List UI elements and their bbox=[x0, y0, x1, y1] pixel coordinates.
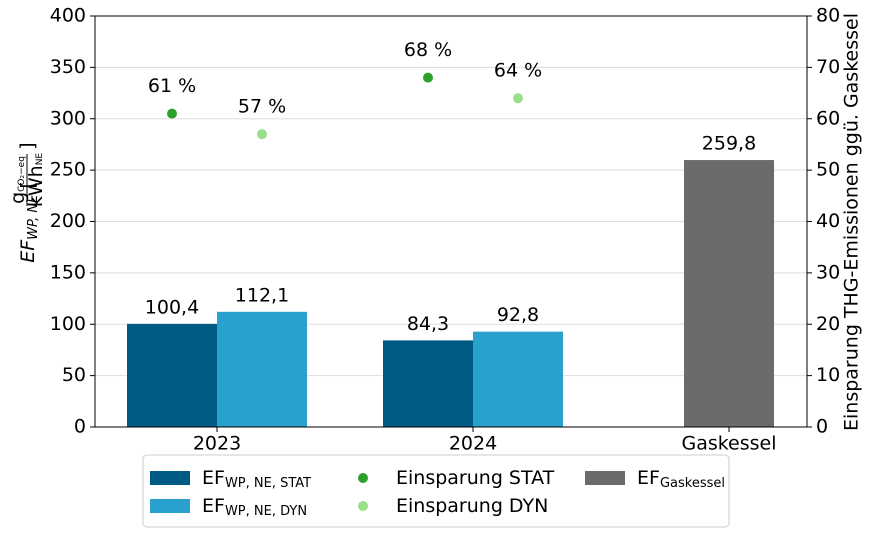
bar bbox=[127, 323, 217, 427]
x-tick-label: 2023 bbox=[193, 433, 241, 455]
legend-subscript: Gaskessel bbox=[660, 476, 725, 491]
point-value-label: 68 % bbox=[404, 39, 452, 61]
bar-value-label: 259,8 bbox=[702, 133, 756, 155]
legend-name: EF bbox=[202, 495, 225, 517]
y-label-text: EFWP, NE [ bbox=[17, 181, 41, 263]
bar-value-label: 112,1 bbox=[235, 284, 289, 306]
legend-name: EF bbox=[637, 467, 660, 489]
bar-value-label: 92,8 bbox=[497, 304, 539, 326]
y-tick-label: 100 bbox=[50, 313, 86, 335]
legend-label: EFWP, NE, DYN bbox=[202, 495, 307, 519]
unit-den: kWhNE bbox=[25, 153, 47, 208]
bar-value-label: 84,3 bbox=[407, 313, 449, 335]
legend-subscript: WP, NE, DYN bbox=[225, 504, 307, 519]
legend-label: EFGaskessel bbox=[637, 467, 725, 491]
unit-num: gCO₂−eq bbox=[7, 156, 29, 204]
y2-tick-label: 60 bbox=[816, 107, 840, 129]
y2-axis-label: Einsparung THG-Emissionen ggü. Gaskessel bbox=[841, 13, 863, 431]
y-tick-label: 50 bbox=[62, 364, 86, 386]
bar bbox=[684, 160, 774, 428]
legend-item: Einsparung STAT bbox=[358, 467, 555, 489]
legend-swatch bbox=[150, 499, 190, 513]
plot-frame bbox=[94, 15, 808, 428]
x-tick-label: Gaskessel bbox=[681, 433, 776, 455]
y2-tick-label: 70 bbox=[816, 56, 840, 78]
legend-label: Einsparung STAT bbox=[396, 467, 555, 489]
y2-tick-label: 10 bbox=[816, 364, 840, 386]
y2-tick-label: 50 bbox=[816, 159, 840, 181]
legend-label: EFWP, NE, STAT bbox=[202, 467, 311, 491]
y-tick-label: 250 bbox=[50, 159, 86, 181]
y2-tick-label: 80 bbox=[816, 5, 840, 27]
bracket: ] bbox=[17, 142, 39, 149]
bar bbox=[217, 311, 307, 427]
legend-swatch bbox=[150, 471, 190, 485]
y-tick-label: 350 bbox=[50, 56, 86, 78]
bar bbox=[383, 340, 473, 427]
legend-item: EFGaskessel bbox=[585, 467, 725, 491]
scatter-point bbox=[423, 72, 433, 83]
y-tick-label: 400 bbox=[50, 5, 86, 27]
point-value-label: 64 % bbox=[494, 60, 542, 82]
y-tick-label: 200 bbox=[50, 210, 86, 232]
legend-name: EF bbox=[202, 467, 225, 489]
legend-item: EFWP, NE, DYN bbox=[150, 495, 307, 519]
y-tick-label: 0 bbox=[74, 416, 86, 438]
legend-marker bbox=[358, 473, 368, 483]
scatter-point bbox=[257, 129, 267, 140]
y-axis-unit: gCO₂−eq kWhNE ] bbox=[7, 142, 47, 207]
y2-tick-label: 40 bbox=[816, 210, 840, 232]
y2-tick-label: 0 bbox=[816, 416, 828, 438]
legend-item: Einsparung DYN bbox=[358, 495, 548, 517]
bar-value-label: 100,4 bbox=[145, 296, 199, 318]
legend-subscript: WP, NE, STAT bbox=[225, 476, 311, 491]
x-tick-label: 2024 bbox=[449, 433, 497, 455]
y2-tick-label: 20 bbox=[816, 313, 840, 335]
y2-tick-label: 30 bbox=[816, 261, 840, 283]
legend-name: Einsparung STAT bbox=[396, 467, 555, 489]
scatter-point bbox=[513, 93, 523, 104]
scatter-point bbox=[167, 108, 177, 119]
point-value-label: 57 % bbox=[238, 96, 286, 118]
y-tick-label: 300 bbox=[50, 107, 86, 129]
bar bbox=[473, 331, 563, 427]
y-axis-label: EFWP, NE [ bbox=[17, 181, 41, 263]
legend-name: Einsparung DYN bbox=[396, 495, 548, 517]
legend bbox=[142, 454, 730, 528]
legend-swatch bbox=[585, 471, 625, 485]
point-value-label: 61 % bbox=[148, 75, 196, 97]
legend-label: Einsparung DYN bbox=[396, 495, 548, 517]
y-tick-label: 150 bbox=[50, 261, 86, 283]
legend-item: EFWP, NE, STAT bbox=[150, 467, 311, 491]
legend-marker bbox=[358, 501, 368, 511]
